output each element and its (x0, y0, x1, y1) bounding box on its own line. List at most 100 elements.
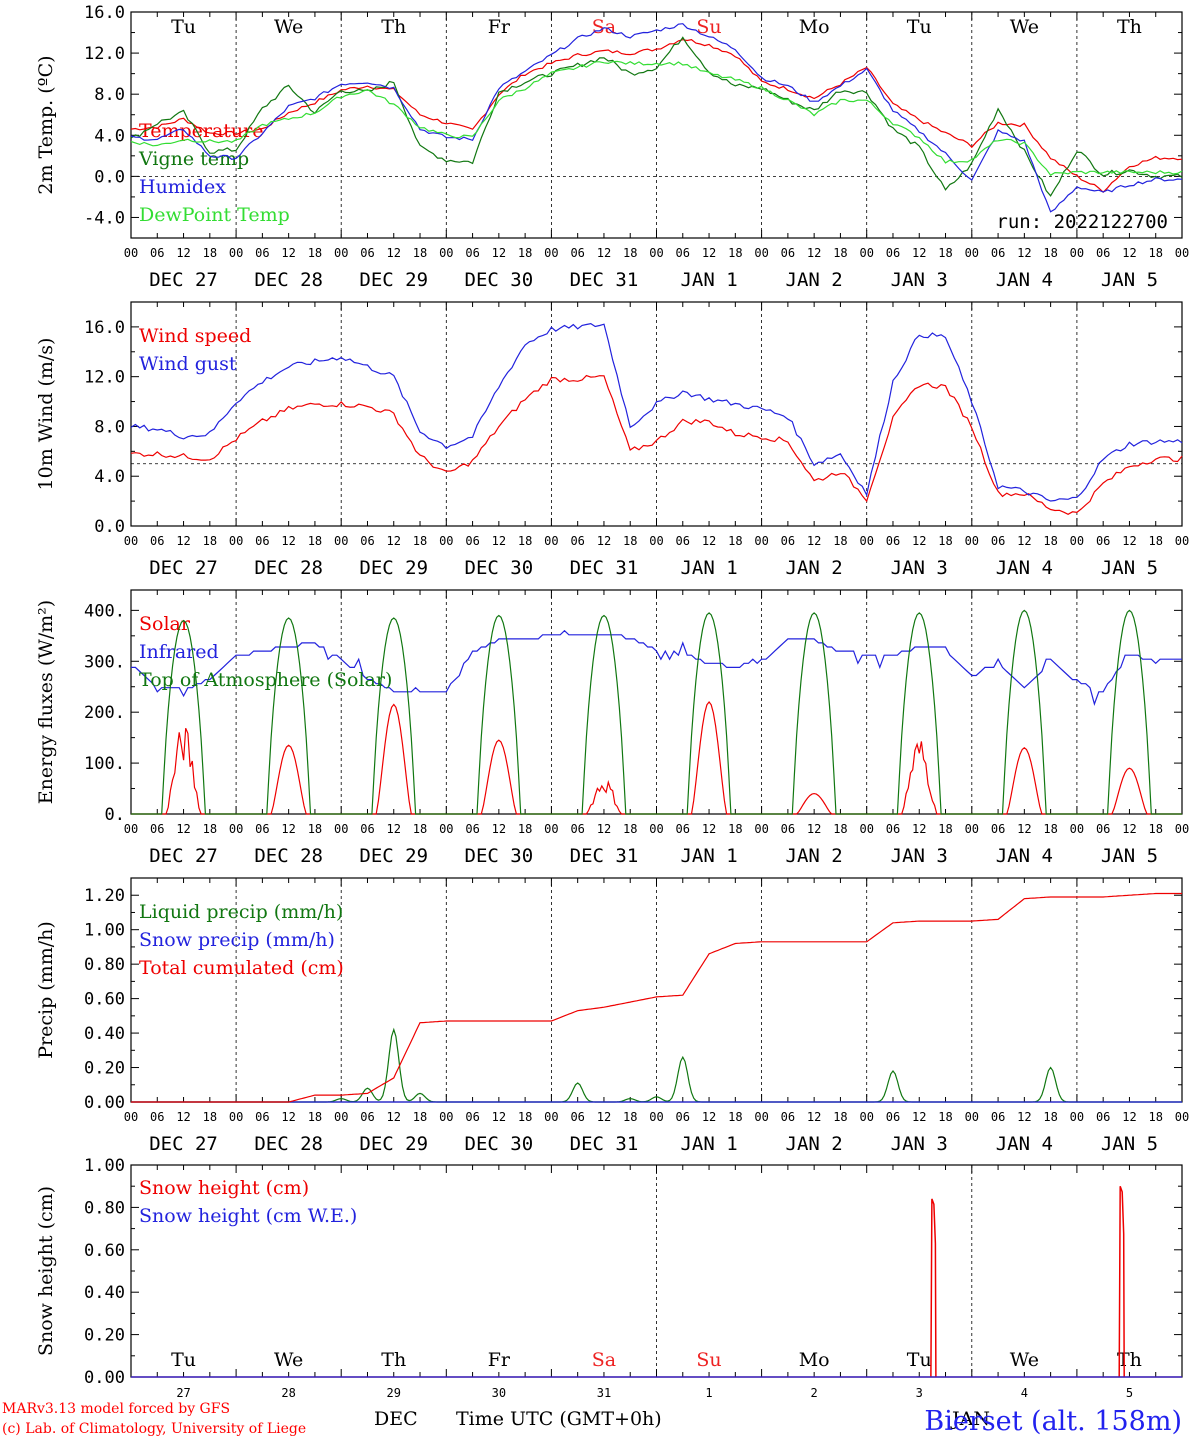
x-hour-label: 18 (1148, 822, 1162, 836)
x-hour-label: 00 (544, 534, 558, 548)
x-date-label: JAN 3 (891, 269, 948, 291)
weekday-label: Tu (171, 1349, 196, 1371)
x-hour-label: 00 (544, 246, 558, 260)
x-hour-label: 12 (281, 822, 295, 836)
x-hour-label: 00 (124, 1110, 138, 1124)
footer-station-name: Bierset (alt. 158m) (924, 1406, 1182, 1437)
x-hour-label: 18 (413, 534, 427, 548)
x-hour-label: 06 (886, 1110, 900, 1124)
x-hour-label: 00 (229, 246, 243, 260)
x-date-label: JAN 4 (996, 1133, 1053, 1155)
x-hour-label: 18 (518, 534, 532, 548)
x-hour-label: 00 (439, 246, 453, 260)
weekday-label: Th (1117, 16, 1142, 38)
x-hour-label: 06 (255, 1110, 269, 1124)
x-hour-label: 00 (859, 822, 873, 836)
x-date-label: DEC 31 (570, 1133, 639, 1155)
x-hour-label: 00 (859, 246, 873, 260)
x-hour-label: 18 (1148, 1110, 1162, 1124)
x-date-label: DEC 30 (465, 1133, 534, 1155)
y-tick-label: 16.0 (84, 318, 125, 338)
footer-month-jan: JAN (950, 1408, 990, 1430)
x-hour-label: 00 (1070, 822, 1084, 836)
x-hour-label: 00 (124, 822, 138, 836)
panel-4: 1.20 1.00 0.80 0.60 0.40 0.20 0.00 Precip (mm/h… (35, 877, 1189, 1155)
x-date-label: JAN 5 (1101, 845, 1158, 867)
x-date-label: JAN 1 (680, 1133, 737, 1155)
day-number-label: 5 (1126, 1386, 1133, 1400)
x-hour-label: 12 (281, 534, 295, 548)
weekday-label: Tu (171, 16, 196, 38)
x-hour-label: 12 (807, 1110, 821, 1124)
x-hour-label: 12 (912, 246, 926, 260)
x-hour-label: 00 (439, 1110, 453, 1124)
x-hour-label: 18 (1148, 534, 1162, 548)
x-date-label: DEC 30 (465, 845, 534, 867)
x-hour-label: 06 (255, 822, 269, 836)
x-hour-label: 18 (518, 1110, 532, 1124)
x-hour-label: 06 (570, 822, 584, 836)
x-hour-label: 12 (1122, 822, 1136, 836)
legend-top-of-atmosphere-solar: Top of Atmosphere (Solar) (139, 669, 392, 691)
y-tick-label: 12.0 (84, 44, 125, 64)
x-hour-label: 18 (938, 534, 952, 548)
x-hour-label: 18 (728, 246, 742, 260)
x-hour-label: 00 (439, 534, 453, 548)
legend-solar: Solar (139, 613, 191, 635)
x-hour-label: 06 (570, 534, 584, 548)
x-date-label: JAN 3 (891, 1133, 948, 1155)
x-hour-label: 12 (702, 1110, 716, 1124)
x-hour-label: 18 (833, 534, 847, 548)
x-hour-label: 12 (492, 534, 506, 548)
x-hour-label: 00 (1175, 1110, 1189, 1124)
series-wind-speed (130, 374, 1183, 515)
x-hour-label: 00 (1175, 822, 1189, 836)
x-hour-label: 12 (912, 822, 926, 836)
footer-axis-title: Time UTC (GMT+0h) (456, 1408, 662, 1430)
series-wind-gust (130, 322, 1183, 502)
x-hour-label: 12 (1017, 534, 1031, 548)
y-tick-label: 400. (84, 601, 125, 621)
y-tick-label: 1.00 (84, 921, 125, 941)
y-tick-label: 0.20 (84, 1059, 125, 1079)
x-date-label: DEC 29 (359, 1133, 428, 1155)
x-hour-label: 00 (1070, 534, 1084, 548)
x-hour-label: 12 (1017, 822, 1031, 836)
series-dewpoint-temp (130, 60, 1183, 176)
x-hour-label: 18 (203, 1110, 217, 1124)
y-tick-label: 12.0 (84, 368, 125, 388)
x-hour-label: 06 (465, 534, 479, 548)
weekday-label: Su (696, 16, 721, 38)
x-hour-label: 06 (150, 1110, 164, 1124)
legend-vigne-temp: Vigne temp (138, 148, 249, 170)
x-hour-label: 06 (360, 534, 374, 548)
weekday-label: Fr (488, 16, 511, 38)
x-date-label: JAN 1 (680, 845, 737, 867)
x-hour-label: 18 (308, 822, 322, 836)
day-number-label: 30 (492, 1386, 506, 1400)
y-tick-label: 0.00 (84, 1368, 125, 1388)
x-date-label: DEC 28 (254, 557, 323, 579)
day-number-label: 3 (916, 1386, 923, 1400)
weekday-label: We (274, 16, 303, 38)
x-hour-label: 18 (1043, 1110, 1057, 1124)
x-hour-label: 06 (991, 822, 1005, 836)
y-tick-label: 8.0 (94, 85, 125, 105)
x-hour-label: 06 (465, 1110, 479, 1124)
weekday-label: Tu (907, 1349, 932, 1371)
x-date-label: DEC 31 (570, 557, 639, 579)
x-hour-label: 00 (439, 822, 453, 836)
x-date-label: JAN 1 (680, 557, 737, 579)
x-hour-label: 06 (150, 822, 164, 836)
day-number-label: 31 (597, 1386, 611, 1400)
x-hour-label: 12 (702, 822, 716, 836)
x-hour-label: 00 (965, 822, 979, 836)
x-hour-label: 00 (544, 1110, 558, 1124)
x-date-label: DEC 30 (465, 269, 534, 291)
panel-5: 1.00 0.80 0.60 0.40 0.20 0.00 Snow height (cm)… (35, 1156, 1183, 1400)
x-hour-label: 18 (413, 822, 427, 836)
x-hour-label: 18 (518, 246, 532, 260)
y-tick-label: 0.60 (84, 990, 125, 1010)
x-date-label: JAN 2 (786, 269, 843, 291)
legend-wind-gust: Wind gust (139, 353, 237, 375)
